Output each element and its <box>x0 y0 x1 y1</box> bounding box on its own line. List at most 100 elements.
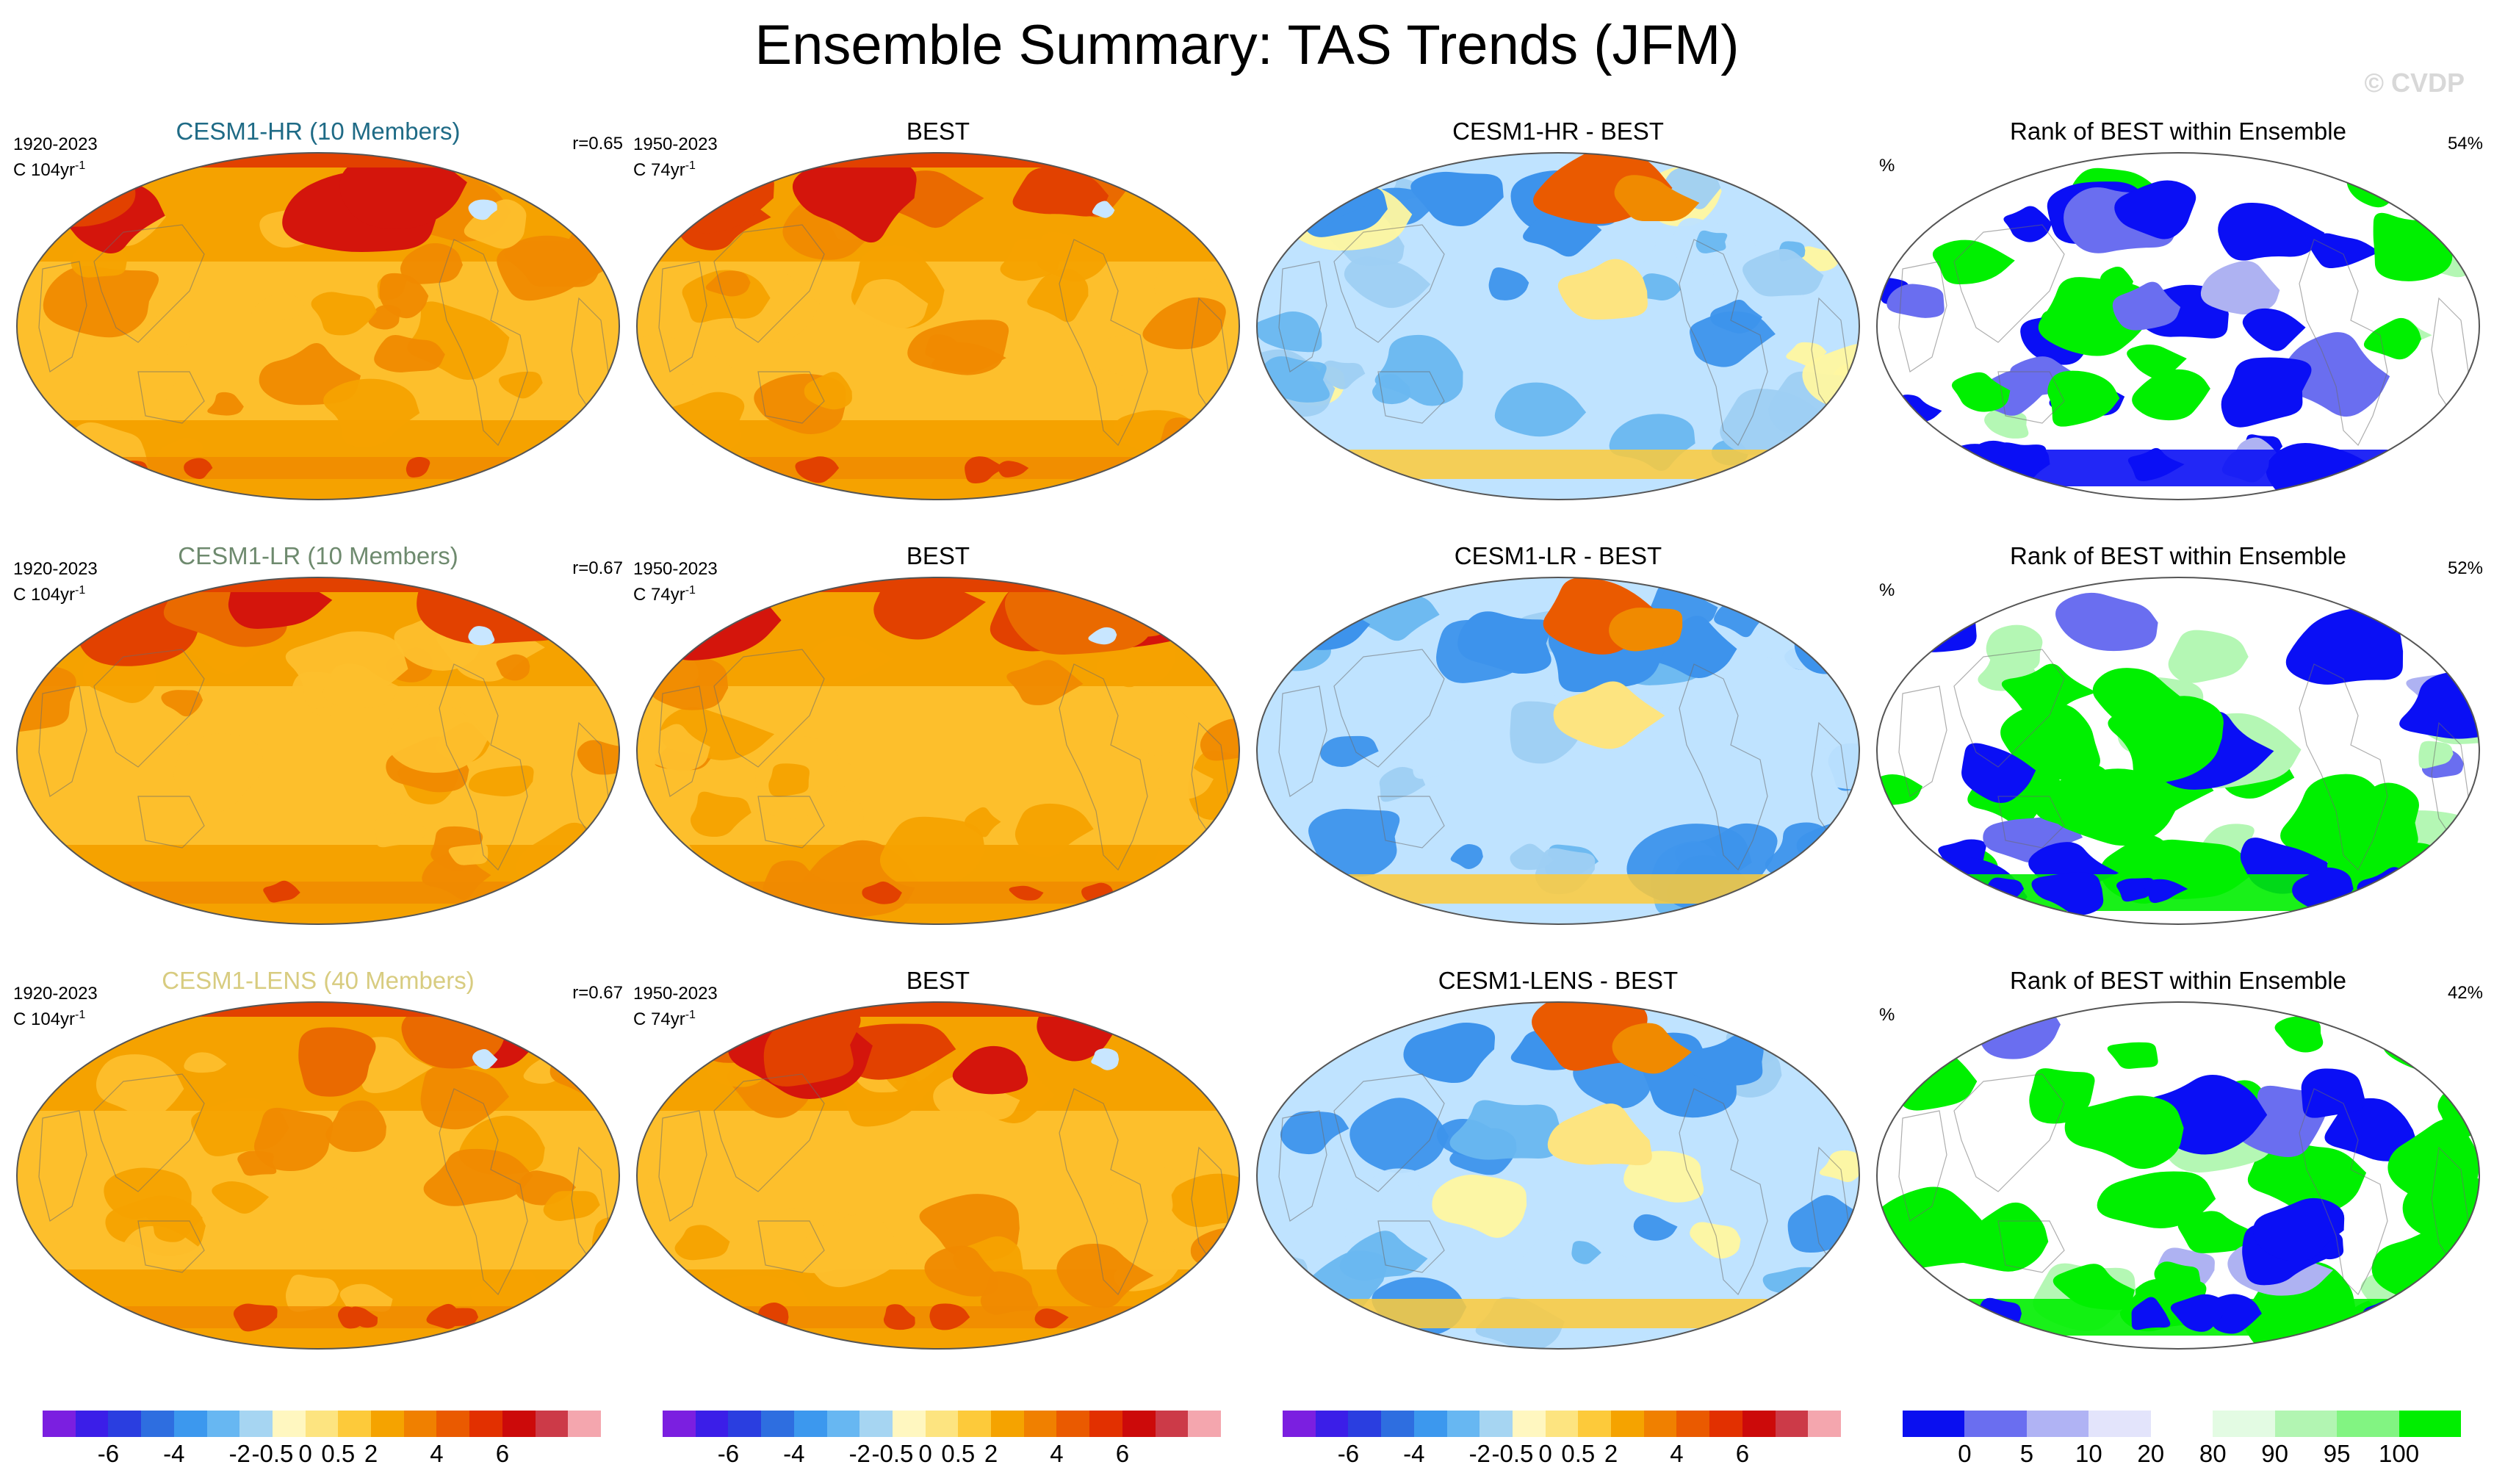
colorbar-swatch <box>371 1411 404 1437</box>
rank-percent-value: 42% <box>2447 983 2483 1003</box>
trend-units: C 74yr <box>633 1009 685 1029</box>
colorbar-swatch <box>239 1411 273 1437</box>
trend-units: C 104yr <box>13 160 76 180</box>
panel-title: Rank of BEST within Ensemble <box>2010 967 2346 994</box>
map-outline <box>1256 1001 1860 1350</box>
colorbar-tick-label: -2 <box>228 1440 251 1467</box>
colorbar-tick-label: 100 <box>2379 1440 2420 1467</box>
trend-period-units: 1920-2023 C 104yr-1 <box>13 983 98 1030</box>
trend-units: C 74yr <box>633 160 685 180</box>
colorbar-swatch <box>338 1411 372 1437</box>
colorbar-swatch <box>1808 1411 1841 1437</box>
trend-period: 1920-2023 <box>13 559 98 579</box>
panel-diff-row1: CESM1-HR - BEST <box>1253 118 1863 500</box>
trend-period-units: 1920-2023 C 104yr-1 <box>13 134 98 181</box>
obs-map <box>636 152 1240 500</box>
colorbar-swatch <box>1188 1411 1221 1437</box>
colorbar-swatch <box>991 1411 1024 1437</box>
colorbar-swatches <box>1283 1411 1841 1437</box>
colorbar-swatch <box>1283 1411 1316 1437</box>
colorbar-swatch <box>1446 1411 1480 1437</box>
trend-units-exponent: -1 <box>685 584 696 597</box>
trend-period: 1950-2023 <box>633 559 718 579</box>
colorbar-swatch <box>826 1411 860 1437</box>
obs-map <box>636 577 1240 925</box>
map-outline <box>16 577 620 925</box>
pattern-correlation: r=0.67 <box>572 983 623 1003</box>
colorbar-swatch <box>2026 1411 2089 1437</box>
colorbar-swatch <box>173 1411 207 1437</box>
percent-unit-label: % <box>1879 1005 1895 1025</box>
trend-units: C 104yr <box>13 585 76 605</box>
colorbar-swatch <box>1676 1411 1710 1437</box>
trend-units-exponent: -1 <box>75 1009 86 1021</box>
colorbar-tick-label: -0.5 <box>871 1440 914 1467</box>
panel-rank-row3: Rank of BEST within Ensemble% 42% <box>1873 967 2483 1350</box>
trend-period: 1920-2023 <box>13 984 98 1004</box>
colorbar-tick-label: -0.5 <box>251 1440 294 1467</box>
map-outline <box>1876 577 2480 925</box>
colorbar-swatch <box>663 1411 696 1437</box>
colorbar-swatch <box>1775 1411 1809 1437</box>
panel-title: CESM1-LR (10 Members) <box>178 542 458 569</box>
colorbar-tick-label: 95 <box>2323 1440 2351 1467</box>
colorbar-swatch <box>1122 1411 1156 1437</box>
percent-unit-label: % <box>1879 580 1895 600</box>
colorbar-swatch <box>1512 1411 1546 1437</box>
figure-title: Ensemble Summary: TAS Trends (JFM) <box>754 14 1740 76</box>
colorbar-tick-label: 80 <box>2199 1440 2227 1467</box>
map-outline <box>16 152 620 500</box>
colorbar-swatch <box>436 1411 470 1437</box>
trend-units: C 74yr <box>633 585 685 605</box>
colorbar-tick-label: -2 <box>1468 1440 1491 1467</box>
trend-period-units: 1920-2023 C 104yr-1 <box>13 558 98 605</box>
map-outline <box>636 1001 1240 1350</box>
map-outline <box>636 152 1240 500</box>
colorbar-swatch <box>761 1411 794 1437</box>
colorbar-tick-label: 2 <box>1604 1440 1618 1467</box>
panel-title: BEST <box>906 118 970 145</box>
trend-period: 1950-2023 <box>633 134 718 154</box>
colorbar-swatch <box>2274 1411 2338 1437</box>
colorbar-swatch <box>1381 1411 1414 1437</box>
colorbar-swatch <box>728 1411 762 1437</box>
colorbar-swatch <box>403 1411 437 1437</box>
colorbar-trend-1: -6 -4 -2 -0.5 0 0.5 2 4 6 <box>43 1411 601 1477</box>
panel-title: Rank of BEST within Ensemble <box>2010 542 2346 569</box>
colorbar-swatches <box>1903 1411 2461 1437</box>
colorbar-tick-label: 0 <box>1958 1440 1972 1467</box>
colorbar-swatch <box>892 1411 926 1437</box>
colorbar-swatches <box>663 1411 1221 1437</box>
trend-units: C 104yr <box>13 1009 76 1029</box>
panel-model-row2: CESM1-LR (10 Members) 1920-2023 C 104yr-1 r… <box>13 542 623 925</box>
colorbar-swatch <box>2088 1411 2151 1437</box>
panel-diff-row3: CESM1-LENS - BEST <box>1253 967 1863 1350</box>
model-map <box>16 1001 620 1350</box>
colorbar-tick-label: -2 <box>848 1440 871 1467</box>
model-map <box>16 577 620 925</box>
colorbar-swatch <box>75 1411 109 1437</box>
colorbar-tick-label: 4 <box>430 1440 444 1467</box>
diff-map <box>1256 577 1860 925</box>
colorbar-swatch <box>108 1411 142 1437</box>
colorbar-swatch <box>272 1411 306 1437</box>
map-outline <box>636 577 1240 925</box>
map-outline <box>16 1001 620 1350</box>
colorbar-swatch <box>1056 1411 1090 1437</box>
colorbar-swatch <box>1709 1411 1742 1437</box>
panel-rank-row2: Rank of BEST within Ensemble% 52% <box>1873 542 2483 925</box>
colorbar-tick-label: 6 <box>1735 1440 1750 1467</box>
colorbar-tick-label: 5 <box>2019 1440 2034 1467</box>
colorbar-swatch <box>1578 1411 1612 1437</box>
colorbar-swatch <box>206 1411 240 1437</box>
percent-unit-label: % <box>1879 156 1895 176</box>
diff-map <box>1256 152 1860 500</box>
colorbar-tick-label: 6 <box>495 1440 510 1467</box>
colorbar-swatch <box>1480 1411 1513 1437</box>
colorbar-swatch <box>1089 1411 1122 1437</box>
panel-model-row1: CESM1-HR (10 Members) 1920-2023 C 104yr-1 r… <box>13 118 623 500</box>
colorbar-tick-label: -4 <box>163 1440 185 1467</box>
colorbar-swatch <box>2399 1411 2461 1437</box>
colorbar-tick-label: 0.5 <box>1561 1440 1596 1467</box>
panel-title: BEST <box>906 967 970 994</box>
